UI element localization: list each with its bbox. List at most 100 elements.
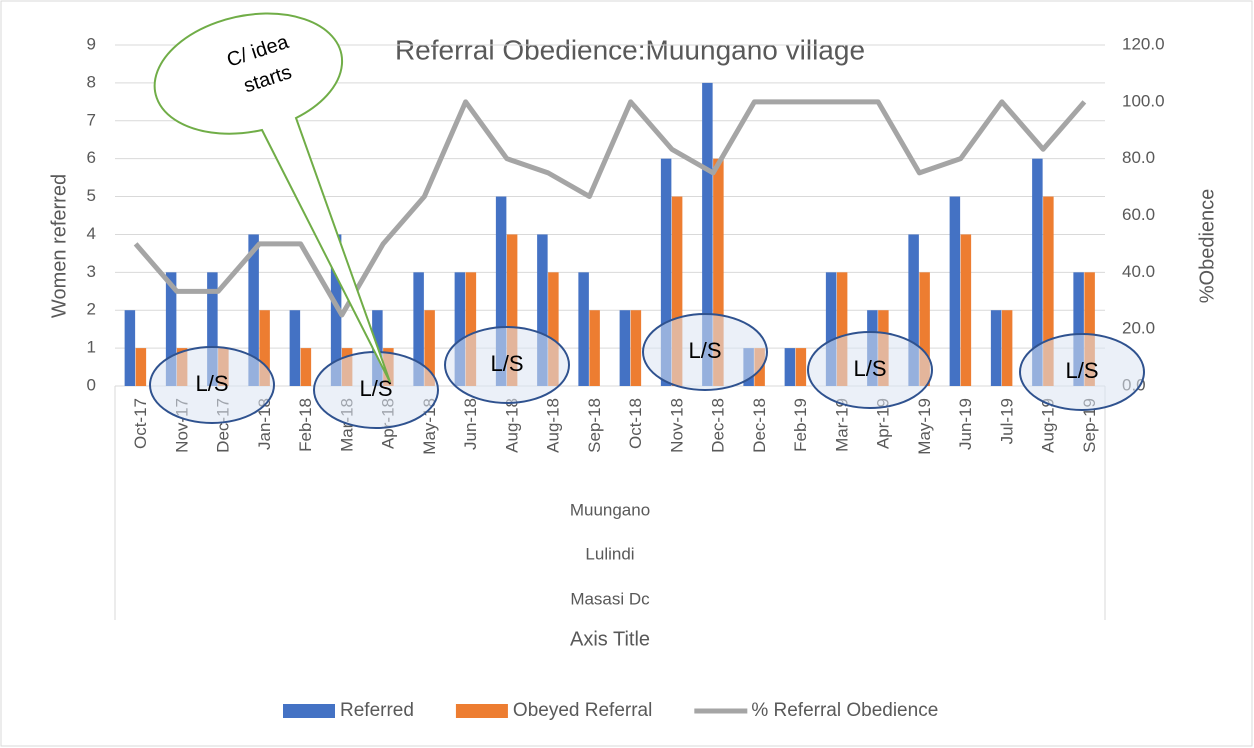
bar [990, 310, 1002, 386]
bar [1073, 272, 1084, 386]
bar [465, 272, 477, 386]
y2-tick-label: 100.0 [1122, 91, 1165, 110]
group-label: Lulindi [585, 544, 634, 563]
x-tick-label: Dec-18 [709, 398, 728, 453]
bar [671, 196, 683, 386]
annotation-ellipse [642, 313, 768, 391]
x-tick-label: Feb-19 [791, 398, 810, 452]
bar [660, 158, 672, 386]
x-tick-label: Apr-19 [874, 398, 893, 449]
x-tick-label: Jun-18 [461, 398, 480, 450]
bar [300, 348, 312, 386]
bar [919, 272, 930, 386]
x-tick-label: Mar-19 [832, 398, 851, 452]
bar [960, 234, 972, 386]
line [133, 99, 1087, 318]
bar [1084, 272, 1095, 386]
x-tick-label: Aug-18 [502, 398, 521, 453]
bar [289, 310, 301, 386]
y-tick-label: 0 [87, 375, 96, 394]
bar [713, 158, 724, 386]
annotation-label: L/S [195, 371, 228, 396]
x-tick-label: Sep-19 [1080, 398, 1099, 453]
annotation-ellipse [807, 331, 933, 409]
bar [165, 272, 177, 386]
chart-title: Referral Obedience:Muungano village [395, 34, 865, 65]
y-tick-label: 2 [87, 300, 96, 319]
y-tick-label: 9 [87, 34, 96, 53]
bar [424, 310, 435, 386]
bar [836, 272, 848, 386]
callout-shape [153, 12, 391, 383]
bar [825, 272, 837, 386]
bar [1032, 158, 1043, 386]
bar [949, 196, 961, 386]
x-tick-label: Aug-19 [1039, 398, 1058, 453]
y-axis-title: Women referred [48, 174, 70, 318]
group-label: Muungano [570, 500, 650, 519]
x-axis-title: Axis Title [570, 628, 650, 650]
annotation-label: L/S [1065, 358, 1098, 383]
bar [795, 348, 807, 386]
x-tick-label: Sep-18 [585, 398, 604, 453]
legend-label: Referred [340, 700, 414, 721]
annotation-label: L/S [359, 376, 392, 401]
legend-label: % Referral Obedience [751, 700, 938, 721]
annotation-ellipse [149, 346, 275, 424]
x-tick-label: Jul-19 [997, 398, 1016, 444]
group-label: Masasi Dc [570, 589, 650, 608]
x-tick-label: May-19 [915, 398, 934, 455]
annotation-ellipse [1019, 333, 1145, 411]
bar [537, 234, 548, 386]
y2-tick-label: 60.0 [1122, 205, 1155, 224]
x-tick-label: Aug-18 [544, 398, 563, 453]
bar [1043, 196, 1054, 386]
bar [259, 310, 270, 386]
bar [454, 272, 466, 386]
y-tick-label: 5 [87, 186, 96, 205]
bar [330, 234, 342, 386]
annotation-ellipse [444, 326, 570, 404]
bar [908, 234, 919, 386]
bar [1001, 310, 1013, 386]
y2-axis-title: %Obedience [1196, 189, 1218, 304]
x-tick-label: Dec-18 [750, 398, 769, 453]
legend-swatch [283, 704, 335, 718]
bar [413, 272, 424, 386]
legend-label: Obeyed Referral [513, 700, 652, 721]
bar [495, 196, 507, 386]
y-tick-label: 8 [87, 72, 96, 91]
annotation-label: L/S [490, 351, 523, 376]
bar [506, 234, 518, 386]
x-tick-label: Nov-18 [667, 398, 686, 453]
bar [702, 82, 713, 386]
bar [548, 272, 559, 386]
bar [784, 348, 796, 386]
bar [630, 310, 642, 386]
x-tick-label: Oct-17 [131, 398, 150, 449]
y-tick-label: 4 [87, 224, 96, 243]
annotation-label: L/S [688, 338, 721, 363]
bar [124, 310, 136, 386]
y2-tick-label: 80.0 [1122, 148, 1155, 167]
y-tick-label: 3 [87, 262, 96, 281]
y-tick-label: 6 [87, 148, 96, 167]
bar [589, 310, 600, 386]
annotation-label: L/S [853, 356, 886, 381]
legend-swatch [455, 704, 508, 718]
x-tick-label: Jun-19 [956, 398, 975, 450]
x-tick-label: Jan-18 [255, 398, 274, 450]
y-tick-label: 1 [87, 338, 96, 357]
bar [578, 272, 589, 386]
y2-tick-label: 20.0 [1122, 319, 1155, 338]
x-tick-label: Feb-18 [296, 398, 315, 452]
y2-tick-label: 120.0 [1122, 34, 1165, 53]
bar [248, 234, 259, 386]
y-tick-label: 7 [87, 110, 96, 129]
x-tick-label: Oct-18 [626, 398, 645, 449]
y2-tick-label: 40.0 [1122, 262, 1155, 281]
bar [619, 310, 631, 386]
bar [207, 272, 218, 386]
bar [135, 348, 147, 386]
